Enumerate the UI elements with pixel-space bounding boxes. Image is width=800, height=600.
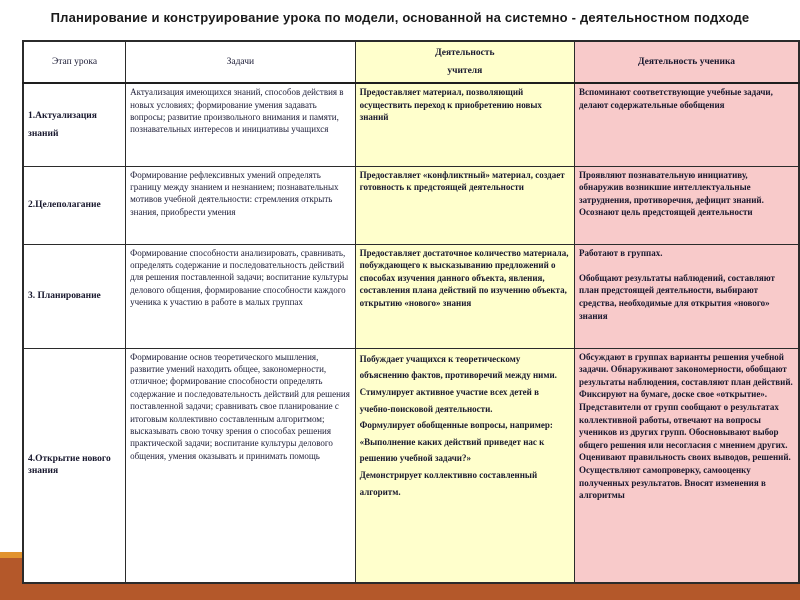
column-header-stage: Этап урока: [22, 40, 127, 85]
cell-stage-1: 1.Актуализация знаний: [22, 82, 127, 167]
cell-tasks-4: Формирование основ теоретического мышлен…: [125, 347, 356, 584]
cell-student-3: Работают в группах. Обобщают результаты …: [574, 243, 800, 349]
cell-teacher-4: Побуждает учащихся к теоретическому объя…: [354, 347, 576, 584]
cell-student-4: Обсуждают в группах варианты решения уче…: [574, 347, 800, 584]
cell-tasks-3: Формирование способности анализировать, …: [125, 243, 356, 349]
cell-stage-2: 2.Целеполагание: [22, 165, 127, 245]
table-row-actualization: 1.Актуализация знаний Актуализация имеющ…: [22, 82, 800, 167]
cell-student-1: Вспоминают соответствующие учебные задач…: [574, 82, 800, 167]
column-header-tasks: Задачи: [125, 40, 356, 85]
cell-teacher-3: Предоставляет достаточное количество мат…: [354, 243, 576, 349]
cell-student-2: Проявляют познавательную инициативу, обн…: [574, 165, 800, 245]
table-row-new-knowledge: 4.Открытие нового знания Формирование ос…: [22, 347, 800, 584]
page-title: Планирование и конструирование урока по …: [50, 10, 750, 25]
table-row-goal-setting: 2.Целеполагание Формирование рефлексивны…: [22, 165, 800, 245]
cell-tasks-2: Формирование рефлексивных умений определ…: [125, 165, 356, 245]
lesson-planning-table: Этап урока Задачи Деятельность учителя Д…: [22, 40, 800, 585]
header-row: Этап урока Задачи Деятельность учителя Д…: [22, 40, 800, 85]
cell-teacher-1: Предоставляет материал, позволяющий осущ…: [354, 82, 576, 167]
cell-stage-3: 3. Планирование: [22, 243, 127, 349]
table-row-planning: 3. Планирование Формирование способности…: [22, 243, 800, 349]
column-header-teacher: Деятельность учителя: [354, 40, 576, 85]
column-header-student: Деятельность ученика: [574, 40, 800, 85]
cell-teacher-2: Предоставляет «конфликтный» материал, со…: [354, 165, 576, 245]
cell-stage-4: 4.Открытие нового знания: [22, 347, 127, 584]
cell-tasks-1: Актуализация имеющихся знаний, способов …: [125, 82, 356, 167]
